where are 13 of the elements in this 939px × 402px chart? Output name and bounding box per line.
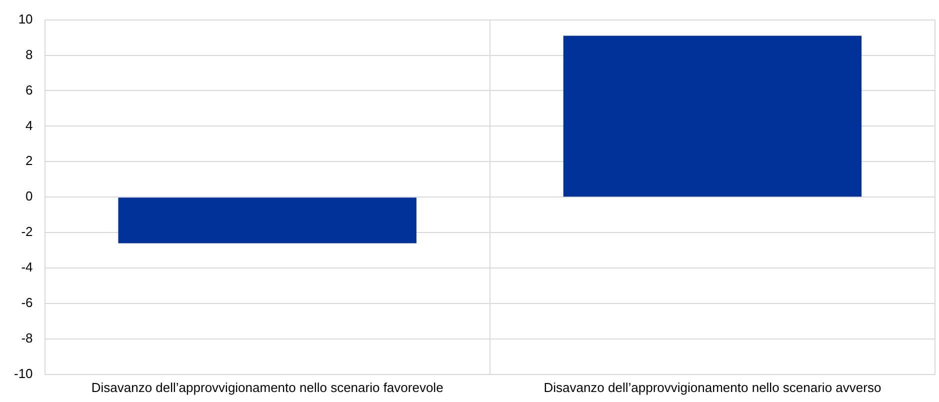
x-tick-label: Disavanzo dell’approvvigionamento nello scenario favorevole (91, 380, 444, 395)
y-tick-label: 10 (18, 11, 33, 26)
x-tick-label: Disavanzo dell’approvvigionamento nello scenario avverso (544, 380, 882, 395)
y-tick-label: 4 (26, 118, 33, 133)
y-tick-label: -4 (21, 260, 33, 275)
y-tick-label: 0 (26, 188, 33, 204)
y-tick-label: 8 (26, 46, 33, 62)
y-tick-label: 2 (26, 153, 33, 168)
y-tick-label: -8 (21, 330, 33, 346)
y-tick-label: 6 (26, 82, 33, 98)
y-tick-label: -10 (14, 366, 33, 381)
y-tick-label: -6 (21, 295, 33, 310)
y-tick-label: -2 (21, 224, 33, 240)
